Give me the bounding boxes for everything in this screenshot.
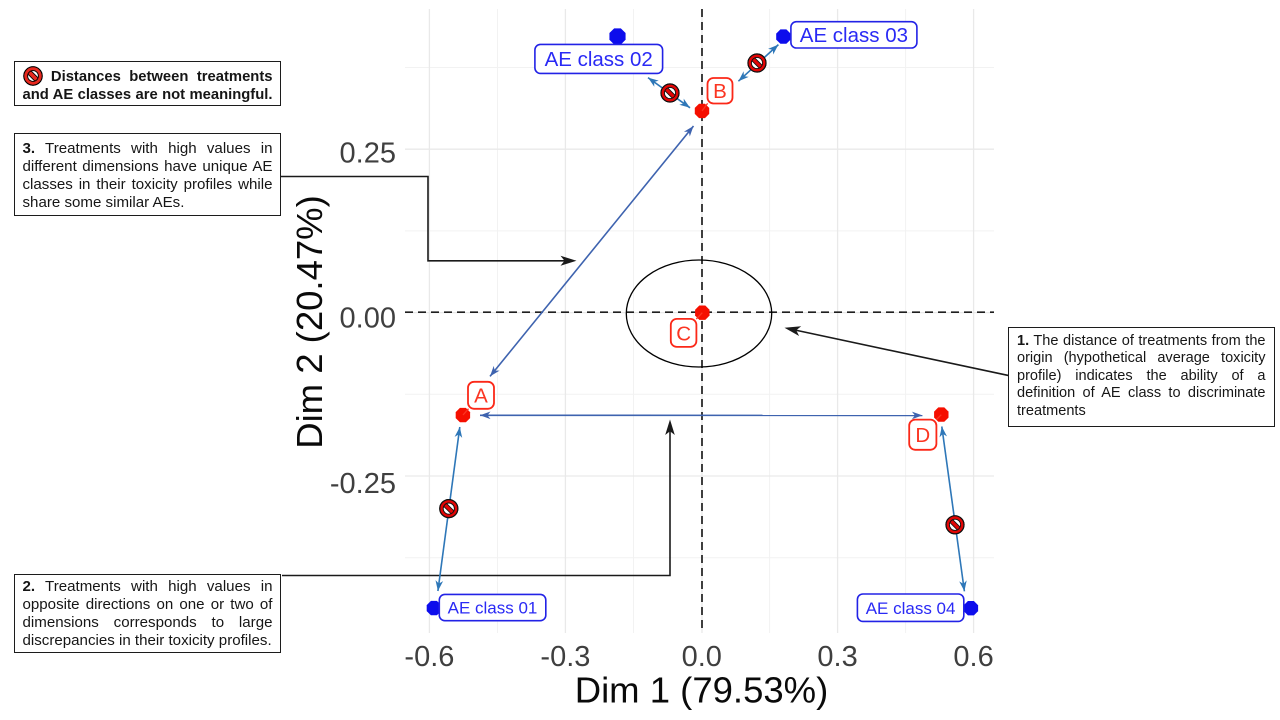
svg-text:0.0: 0.0 — [682, 641, 722, 673]
svg-text:0.25: 0.25 — [340, 138, 396, 170]
svg-text:0.6: 0.6 — [953, 641, 993, 673]
svg-text:AE class 01: AE class 01 — [448, 599, 538, 618]
svg-text:AE class 02: AE class 02 — [545, 48, 653, 71]
svg-text:C: C — [676, 322, 691, 345]
svg-text:AE class 03: AE class 03 — [800, 24, 908, 47]
svg-text:B: B — [713, 80, 727, 103]
svg-text:0.00: 0.00 — [340, 303, 396, 335]
svg-text:Dim 2 (20.47%): Dim 2 (20.47%) — [289, 195, 330, 449]
svg-text:-0.25: -0.25 — [330, 468, 396, 500]
svg-text:AE class 04: AE class 04 — [866, 599, 956, 618]
svg-text:Dim 1 (79.53%): Dim 1 (79.53%) — [575, 670, 829, 711]
svg-text:-0.6: -0.6 — [404, 641, 454, 673]
svg-text:A: A — [474, 385, 488, 408]
svg-text:0.3: 0.3 — [817, 641, 857, 673]
svg-text:-0.3: -0.3 — [540, 641, 590, 673]
svg-text:D: D — [915, 424, 930, 447]
